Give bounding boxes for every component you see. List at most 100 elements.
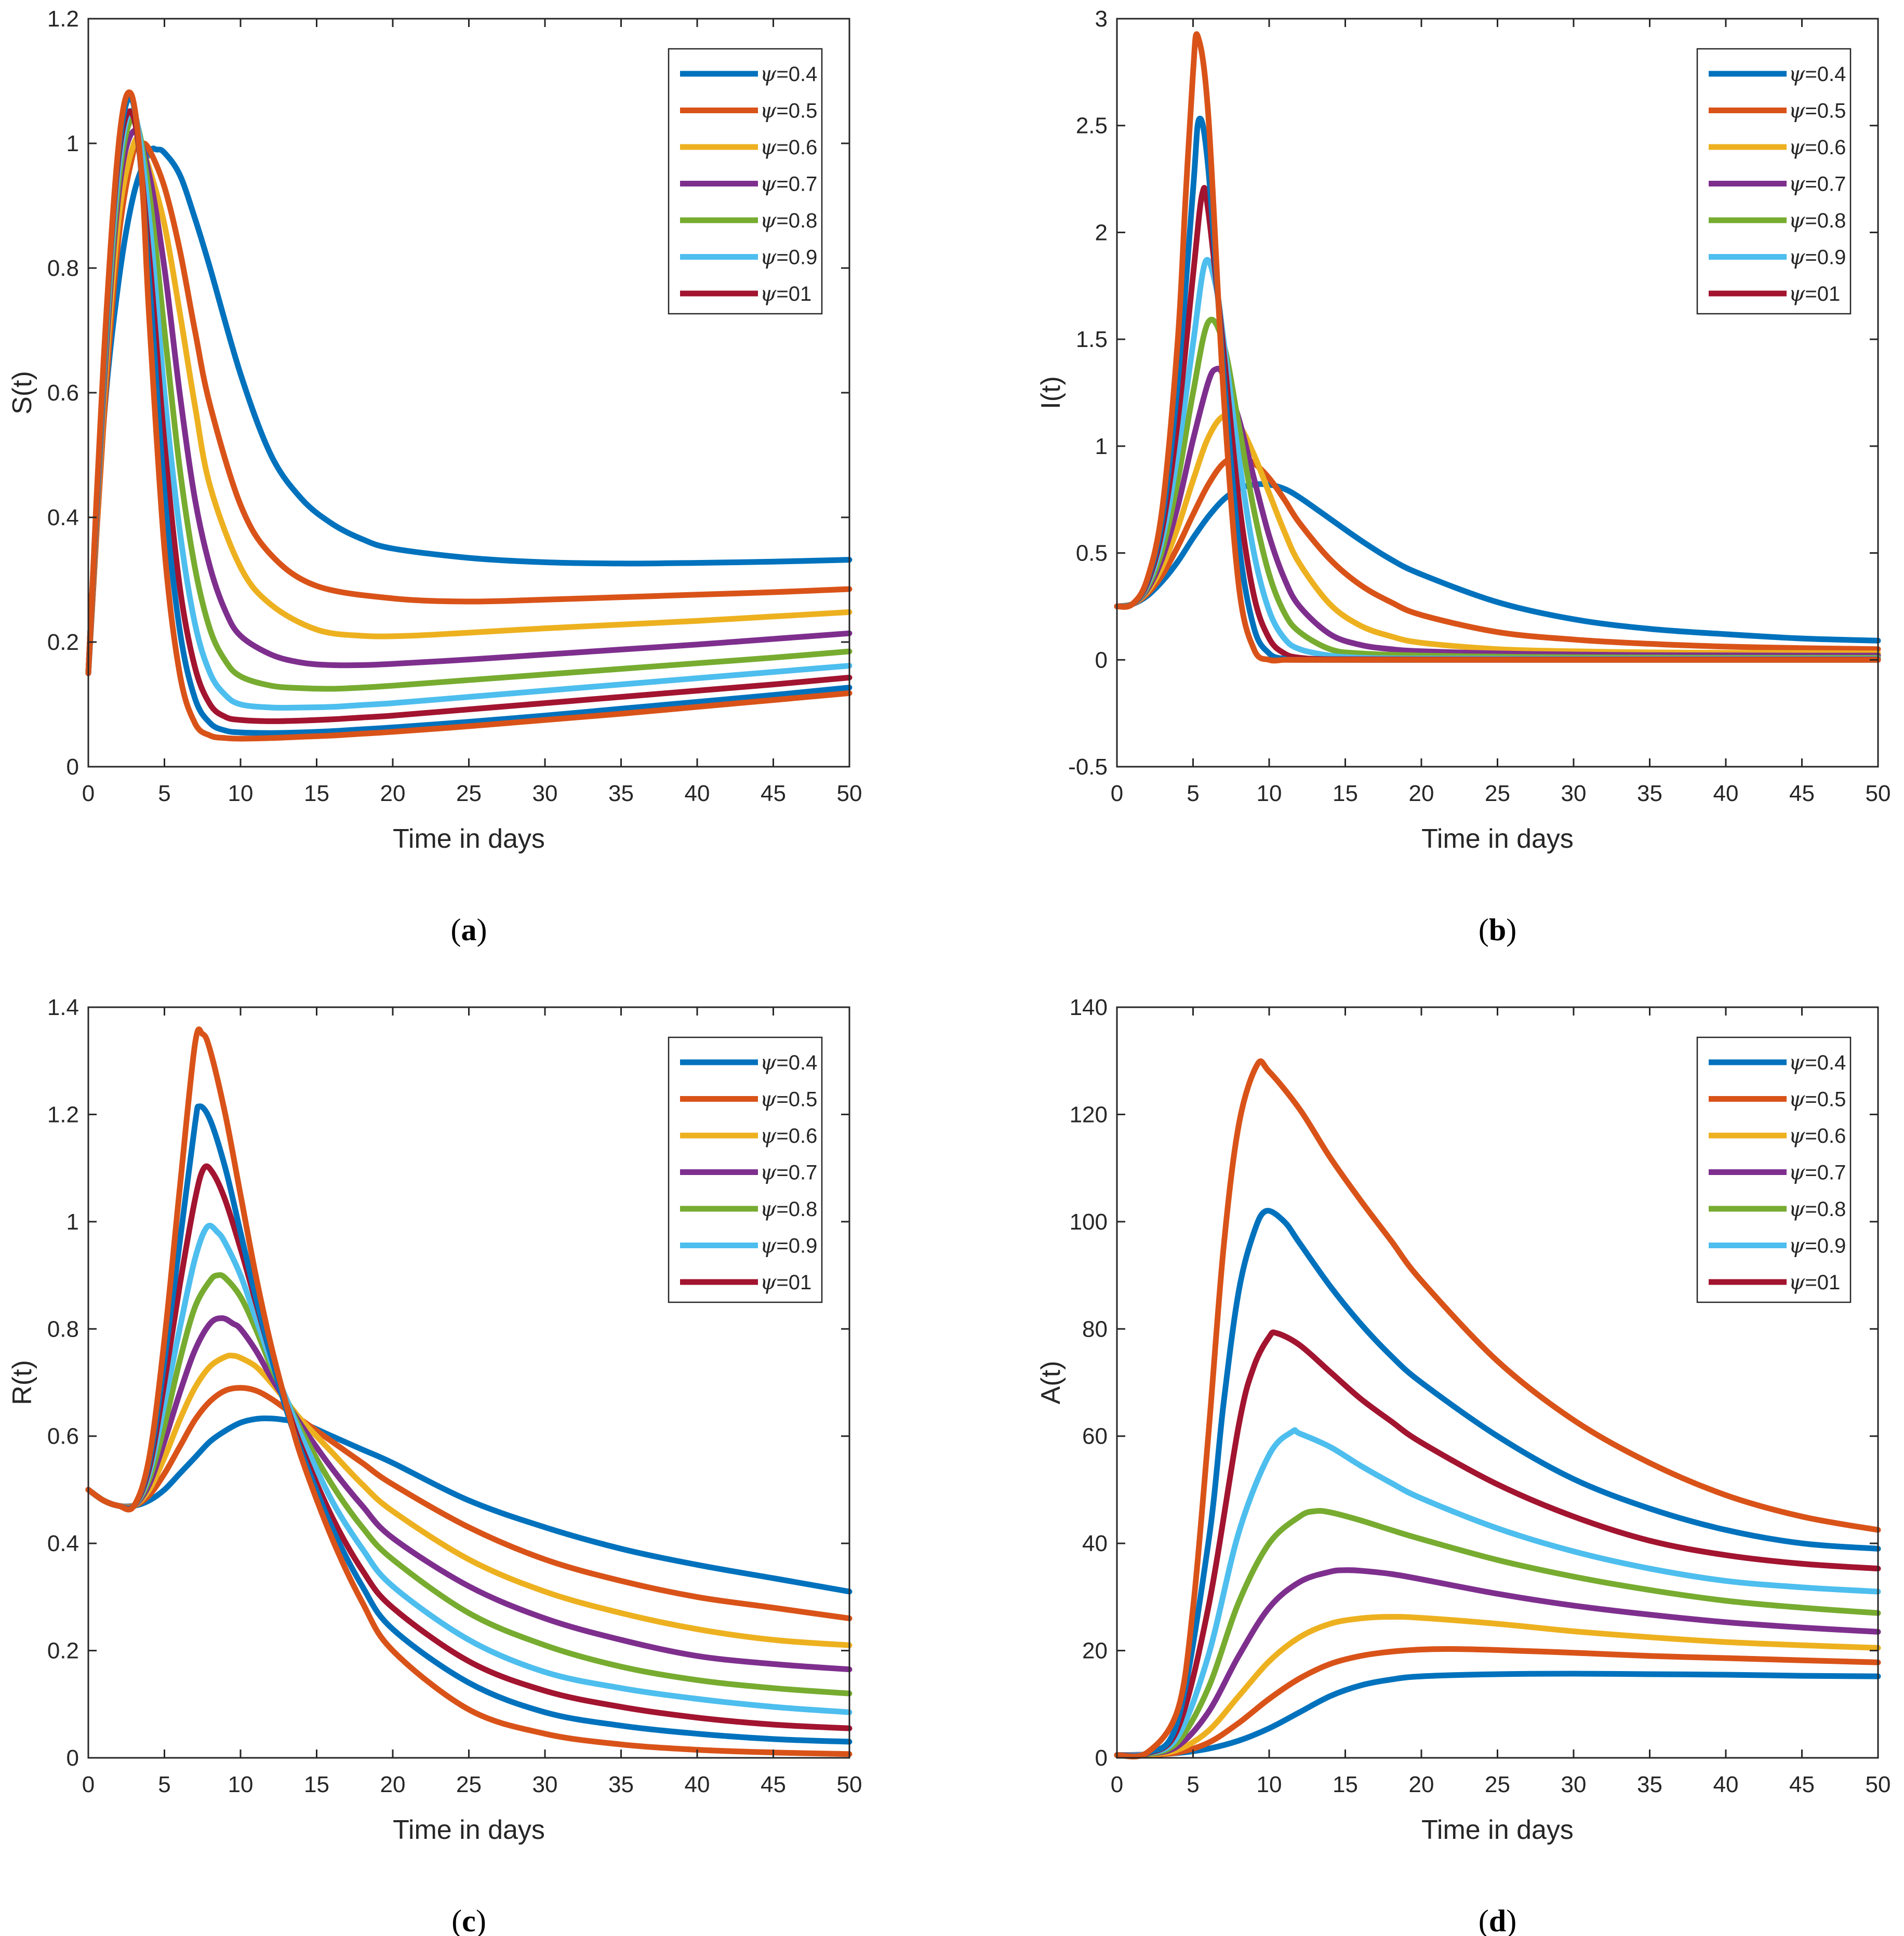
- y-tick-label: 0: [66, 1745, 79, 1771]
- series-line: [85, 1415, 853, 1595]
- legend-label: ψ=0.4: [760, 62, 817, 86]
- x-tick-label: 40: [1713, 1772, 1739, 1797]
- series-line: [1114, 481, 1881, 644]
- legend-entry: ψ=01: [680, 1271, 811, 1294]
- series-line: [1114, 1507, 1881, 1758]
- legend-value: =0.7: [776, 1161, 817, 1184]
- legend-label: ψ=01: [760, 282, 811, 306]
- x-tick-label: 15: [304, 781, 329, 806]
- y-tick-label: 20: [1082, 1638, 1108, 1664]
- legend-label: ψ=0.7: [760, 172, 817, 196]
- y-tick-label: 1: [1095, 434, 1108, 459]
- panel-b-legend: ψ=0.4 ψ=0.5 ψ=0.6 ψ=0.7 ψ=0.8 ψ=0.9 ψ=01: [1696, 48, 1852, 315]
- x-tick-label: 10: [1257, 1772, 1282, 1797]
- legend-entry: ψ=0.6: [1709, 1124, 1846, 1148]
- x-tick-label: 45: [761, 1772, 786, 1797]
- series-line: [85, 1026, 853, 1757]
- x-tick-label: 0: [1111, 1772, 1123, 1797]
- panel-d-y-tick-labels: 0 20 40 60 80 100 120 140: [1070, 995, 1108, 1771]
- x-tick-label: 40: [685, 781, 710, 806]
- legend-entry: ψ=0.9: [680, 246, 817, 270]
- caption-open-paren: (: [451, 1904, 462, 1936]
- legend-psi-symbol: ψ: [760, 1051, 777, 1075]
- legend-label: ψ=0.9: [760, 246, 817, 270]
- caption-close-paren: ): [1506, 913, 1516, 947]
- panel-c-series: [85, 1026, 853, 1757]
- x-tick-label: 20: [380, 781, 406, 806]
- legend-psi-symbol: ψ: [1789, 136, 1805, 159]
- legend-psi-symbol: ψ: [1789, 1234, 1805, 1258]
- legend-psi-symbol: ψ: [760, 1088, 777, 1112]
- y-tick-label: 0.6: [47, 380, 79, 406]
- legend-psi-symbol: ψ: [1789, 1124, 1805, 1148]
- legend-entry: ψ=0.7: [1709, 172, 1846, 196]
- legend-psi-symbol: ψ: [1789, 1161, 1805, 1185]
- panel-a-x-axis-label: Time in days: [393, 824, 545, 854]
- legend-entry: ψ=0.4: [680, 62, 817, 86]
- legend-value: =0.9: [776, 246, 817, 269]
- legend-label: ψ=0.9: [1789, 1234, 1846, 1258]
- legend-value: =0.4: [1805, 63, 1846, 86]
- panel-b-x-axis-label: Time in days: [1421, 824, 1574, 854]
- y-tick-label: 40: [1082, 1531, 1108, 1556]
- legend-label: ψ=0.6: [760, 136, 817, 159]
- legend-value: =01: [776, 283, 811, 305]
- legend-psi-symbol: ψ: [760, 1161, 777, 1185]
- y-tick-label: 140: [1070, 995, 1108, 1020]
- panel-c-y-axis-label: R(t): [7, 1360, 37, 1405]
- legend-psi-symbol: ψ: [760, 209, 777, 233]
- legend-entry: ψ=0.5: [1709, 99, 1846, 123]
- panel-d-caption: (d): [1479, 1904, 1516, 1936]
- legend-entry: ψ=0.5: [680, 99, 817, 123]
- x-tick-label: 20: [1409, 781, 1434, 806]
- legend-entry: ψ=01: [680, 282, 811, 306]
- y-tick-label: 0.4: [47, 1531, 79, 1556]
- x-tick-label: 5: [158, 1772, 170, 1797]
- panel-a-ticks: [87, 18, 850, 768]
- x-tick-label: 20: [1409, 1772, 1434, 1797]
- panel-d-y-axis-label: A(t): [1036, 1361, 1066, 1405]
- panel-c-ticks: [87, 1006, 850, 1759]
- y-tick-label: 0.8: [47, 256, 79, 281]
- y-tick-label: 0: [1095, 1745, 1108, 1771]
- series-line: [1114, 1208, 1881, 1759]
- y-tick-label: 100: [1070, 1209, 1108, 1235]
- caption-letter: b: [1489, 913, 1506, 947]
- legend-entry: ψ=0.8: [1709, 1197, 1846, 1221]
- legend-value: =0.5: [1805, 100, 1846, 123]
- legend-psi-symbol: ψ: [1789, 172, 1805, 196]
- caption-letter: d: [1489, 1904, 1506, 1936]
- legend-label: ψ=0.9: [760, 1234, 817, 1258]
- x-tick-label: 35: [1637, 781, 1662, 806]
- y-tick-label: 80: [1082, 1316, 1108, 1342]
- x-tick-label: 30: [532, 781, 558, 806]
- legend-value: =01: [1805, 1271, 1840, 1294]
- x-tick-label: 50: [1866, 1772, 1891, 1797]
- panel-d: 0 5 10 15 20 25 30 35 40 45 50 0 20 40 6…: [1036, 995, 1890, 1936]
- caption-letter: a: [461, 913, 477, 947]
- x-tick-label: 35: [1637, 1772, 1662, 1797]
- legend-value: =01: [776, 1271, 811, 1294]
- panel-d-ticks: [1116, 1006, 1879, 1759]
- x-tick-label: 15: [1333, 1772, 1358, 1797]
- y-tick-label: 120: [1070, 1102, 1108, 1127]
- legend-value: =0.6: [1805, 1125, 1846, 1147]
- legend-psi-symbol: ψ: [1789, 1051, 1805, 1075]
- series-line: [1114, 1671, 1881, 1758]
- legend-value: =0.8: [776, 1198, 817, 1221]
- legend-entry: ψ=0.7: [680, 172, 817, 196]
- legend-psi-symbol: ψ: [760, 282, 777, 306]
- legend-label: ψ=0.7: [1789, 1161, 1846, 1185]
- legend-entry: ψ=0.8: [1709, 209, 1846, 233]
- legend-psi-symbol: ψ: [1789, 99, 1805, 123]
- legend-entry: ψ=0.8: [680, 1197, 817, 1221]
- y-tick-label: 1.5: [1076, 327, 1108, 352]
- legend-psi-symbol: ψ: [760, 136, 777, 159]
- legend-psi-symbol: ψ: [760, 99, 777, 123]
- legend-value: =0.7: [1805, 173, 1846, 196]
- legend-value: =0.6: [776, 1125, 817, 1147]
- legend-label: ψ=0.7: [760, 1161, 817, 1185]
- y-tick-label: 0.4: [47, 505, 79, 530]
- caption-letter: c: [462, 1904, 476, 1936]
- panel-b-caption: (b): [1479, 913, 1516, 947]
